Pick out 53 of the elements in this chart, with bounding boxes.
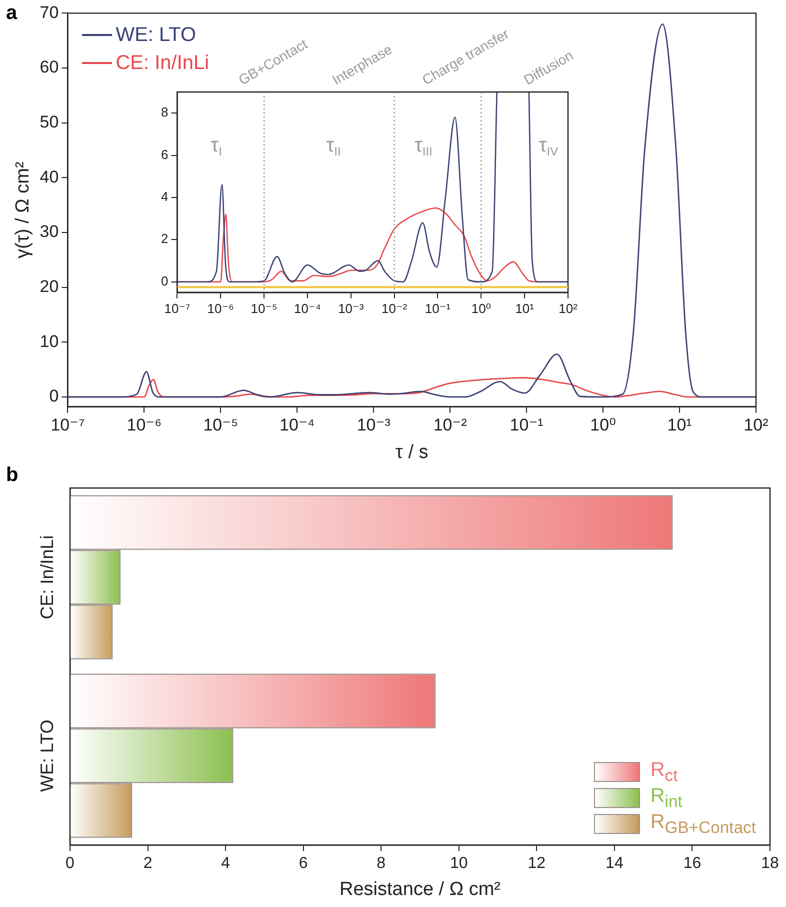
y-tick-label: 30	[40, 222, 59, 242]
y-tick-label: 50	[40, 112, 59, 132]
x-tick-label: 8	[376, 855, 386, 872]
y-tick-label: 60	[40, 58, 59, 77]
y-tick-label: 0	[160, 273, 168, 288]
x-tick-label: 10⁻²	[433, 416, 468, 435]
x-tick-label: 14	[606, 855, 624, 872]
legend-label: R$_{ct}$	[650, 758, 678, 786]
x-axis-title: Resistance / Ω cm²	[340, 878, 500, 900]
x-tick-label: 10	[450, 855, 468, 872]
legend-label: R$_{GB+Contact}$	[650, 810, 756, 838]
x-tick-label: 10⁰	[590, 416, 616, 435]
x-tick-label: 16	[683, 855, 702, 872]
chart-title: a	[6, 2, 18, 25]
x-tick-label: 0	[66, 855, 75, 872]
y-tick-label: CE: In/InLi	[36, 535, 57, 620]
y-tick-label: 6	[160, 146, 168, 162]
x-tick-label: 10⁻³	[338, 300, 364, 316]
x-tick-label: 10⁻⁷	[164, 300, 191, 316]
x-tick-label: 10⁻⁶	[207, 300, 234, 316]
x-tick-label: 10⁻⁵	[203, 416, 238, 435]
y-tick-label: WE: LTO	[36, 720, 57, 792]
y-tick-label: 20	[40, 276, 59, 296]
x-tick-label: 10⁰	[471, 300, 491, 316]
x-tick-label: 10⁻²	[381, 300, 408, 316]
x-tick-label: 18	[761, 855, 779, 872]
x-tick-label: 6	[298, 855, 308, 872]
y-tick-label: 0	[49, 386, 59, 406]
x-tick-label: 10⁻⁴	[294, 300, 321, 316]
x-tick-label: 10⁻⁴	[280, 416, 315, 435]
y-tick-label: 70	[40, 2, 59, 22]
x-tick-label: 4	[221, 855, 230, 872]
y-tick-label: 40	[40, 167, 59, 186]
legend-label: R$_{int}$	[650, 784, 682, 812]
x-tick-label: 10⁻⁶	[126, 416, 162, 435]
y-axis-title: γ(τ) / Ω cm²	[12, 162, 34, 258]
y-tick-label: 4	[160, 189, 168, 204]
x-tick-label: 10²	[744, 416, 769, 435]
y-tick-label: 8	[160, 104, 168, 120]
x-tick-label: 10⁻¹	[424, 300, 452, 316]
x-tick-label: 10⁻¹	[510, 416, 544, 435]
x-tick-label: 10²	[558, 300, 578, 316]
x-axis-title: τ / s	[395, 442, 428, 463]
x-tick-label: 2	[143, 855, 152, 872]
x-tick-label: 12	[528, 855, 546, 872]
x-tick-label: 10⁻⁷	[50, 416, 85, 435]
x-tick-label: 10¹	[515, 300, 535, 316]
x-tick-label: 10⁻³	[356, 416, 391, 435]
x-tick-label: 10¹	[667, 416, 692, 435]
x-tick-label: 10⁻⁵	[250, 300, 278, 316]
chart-title: b	[6, 464, 18, 487]
y-tick-label: 2	[160, 231, 168, 246]
y-tick-label: 10	[40, 332, 59, 351]
